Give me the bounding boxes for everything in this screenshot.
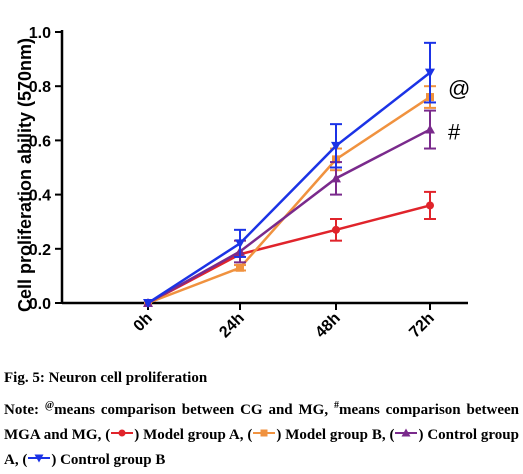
note-prefix: Note: — [4, 402, 45, 418]
figure-caption-title: Fig. 5: Neuron cell proliferation — [4, 370, 208, 386]
y-tick-label: 0.2 — [29, 242, 51, 259]
legend-marker — [260, 429, 268, 437]
data-point — [331, 141, 341, 151]
line-chart: 0.00.20.40.60.81.00h 24h 48h 72h @# Cell pr… — [15, 25, 470, 341]
legend-marker — [118, 429, 126, 437]
data-point — [236, 263, 244, 272]
legend-label-control-a: ) Control group A, ( — [4, 427, 519, 469]
series-model-group-b — [144, 85, 436, 307]
x-tick-label: 72h — [406, 310, 438, 342]
data-point — [331, 173, 341, 183]
series-control-group-b — [143, 41, 436, 308]
figure-caption-note: Note: @means comparison between CG and M… — [4, 393, 519, 473]
note-at-text: means comparison between CG and MG, — [54, 402, 334, 418]
chart-axes: 0.0 0.2 0.4 0.6 0.8 1.0 0h 24h 48h 72h — [29, 25, 468, 341]
significance-annotation: @ — [448, 76, 470, 101]
legend-symbol-model-a — [110, 423, 134, 448]
x-tick-label: 24h — [216, 310, 248, 342]
legend-symbol-control-b — [27, 448, 51, 473]
legend-marker — [34, 454, 44, 463]
x-tick-label: 0h — [131, 310, 156, 335]
x-tick-label: 48h — [312, 310, 344, 342]
y-tick-label: 1.0 — [29, 25, 51, 42]
legend-marker — [401, 428, 411, 437]
note-hash-text: means comparison between MGA and MG, ( — [4, 402, 520, 443]
y-tick-label: 0.8 — [29, 79, 51, 96]
data-point — [332, 225, 340, 234]
y-tick-label: 0.6 — [29, 133, 51, 150]
data-point — [426, 201, 434, 210]
legend-label-model-b: ) Model group B, ( — [276, 427, 395, 443]
y-tick-label: 0.0 — [29, 296, 51, 313]
note-hash-symbol: # — [333, 400, 339, 411]
data-point — [425, 68, 435, 78]
chart-series — [143, 41, 436, 308]
y-axis-label: Cell proliferation ability (570nm) — [15, 38, 35, 312]
data-point — [143, 299, 153, 308]
series-line — [147, 95, 431, 305]
legend-label-control-b: ) Control group B — [51, 452, 166, 469]
significance-annotation: # — [448, 119, 461, 144]
data-point — [425, 124, 435, 134]
legend-symbol-model-b — [252, 423, 276, 448]
legend-label-model-a: ) Model group A, ( — [134, 427, 253, 443]
y-tick-label: 0.4 — [29, 188, 51, 205]
note-at-symbol: @ — [44, 400, 55, 411]
series-line — [147, 204, 431, 305]
chart-annotations: @# — [448, 76, 470, 144]
series-line — [147, 71, 431, 305]
series-line — [147, 128, 431, 305]
series-model-group-a — [144, 190, 436, 307]
data-point — [235, 239, 245, 249]
legend-symbol-control-a — [394, 423, 418, 448]
